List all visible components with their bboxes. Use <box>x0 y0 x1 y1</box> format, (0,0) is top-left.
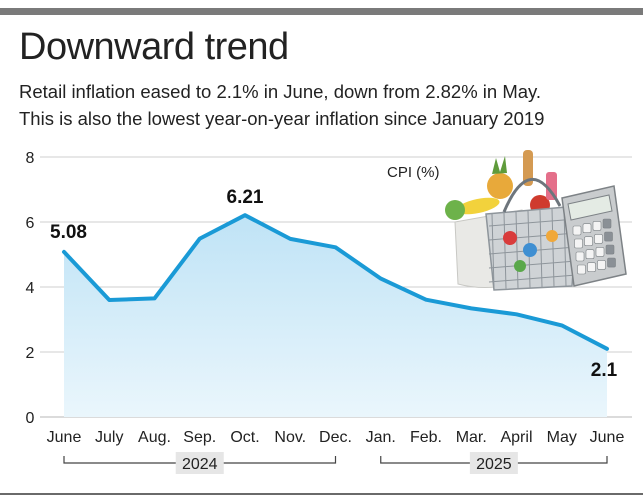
x-tick-label: Mar. <box>456 429 487 446</box>
calculator-key <box>602 218 612 229</box>
data-point <box>560 323 564 327</box>
basket-handle <box>502 177 562 213</box>
x-tick-label: May <box>547 429 577 446</box>
basket-wire <box>488 260 577 269</box>
basket-wire <box>515 211 519 289</box>
data-point <box>424 298 428 302</box>
x-tick-label: Dec. <box>319 429 352 446</box>
calculator-key <box>607 257 616 268</box>
basket-icon <box>485 177 579 291</box>
x-tick-label: Nov. <box>274 429 306 446</box>
data-point <box>379 277 383 281</box>
year-group-2025: 2025 <box>380 452 608 474</box>
calculator-key <box>605 244 615 255</box>
year-groups: 2024 2025 <box>63 452 608 474</box>
year-label-box <box>469 452 518 474</box>
area-fill <box>64 215 607 417</box>
y-tick-label: 4 <box>26 280 35 297</box>
calculator-key <box>584 236 593 246</box>
orange-icon <box>546 230 558 242</box>
x-tick-label: Jan. <box>366 429 396 446</box>
calculator-key <box>597 260 606 270</box>
apple-icon <box>503 231 517 245</box>
x-tick-label: Sep. <box>183 429 216 446</box>
bread-icon <box>523 150 533 186</box>
subtitle-line-2: This is also the lowest year-on-year inf… <box>19 108 545 129</box>
basket-wire <box>539 209 543 288</box>
data-label: 2.1 <box>591 360 618 381</box>
data-point <box>605 347 609 351</box>
calculator-key <box>604 231 613 242</box>
pineapple-icon <box>487 173 513 199</box>
y-tick-label: 2 <box>26 345 35 362</box>
calculator-key <box>585 249 595 259</box>
calculator-key <box>595 247 605 257</box>
calculator-key <box>594 234 603 244</box>
basket-wire <box>491 213 495 290</box>
calculator-key <box>582 223 592 233</box>
basket-wire <box>563 207 567 287</box>
series-label: CPI (%) <box>387 164 440 181</box>
chart-subtitle: Retail inflation eased to 2.1% in June, … <box>19 78 629 132</box>
data-point <box>107 298 111 302</box>
year-label: 2025 <box>476 456 512 473</box>
year-label-box <box>175 452 224 474</box>
data-point <box>288 237 292 241</box>
lime-icon <box>445 200 465 220</box>
x-tick-label: Oct. <box>230 429 259 446</box>
data-point <box>334 245 338 249</box>
x-axis: June July Aug. Sep. Oct. Nov. Dec. Jan. Feb. Mar.… <box>47 429 625 446</box>
bottle-icon <box>546 172 557 200</box>
bottom-rule <box>0 493 643 495</box>
pineapple-leaves-icon <box>492 156 507 174</box>
chart-title: Downward trend <box>19 26 289 68</box>
y-tick-label: 6 <box>26 215 35 232</box>
x-tick-label: Feb. <box>410 429 442 446</box>
calculator-screen <box>567 194 613 221</box>
subtitle-line-1: Retail inflation eased to 2.1% in June, … <box>19 81 542 102</box>
calculator-key <box>577 264 586 275</box>
data-point <box>243 213 247 217</box>
calculator-key <box>574 238 583 249</box>
basket-wire <box>503 212 507 289</box>
y-axis: 0 2 4 6 8 <box>26 150 35 427</box>
y-tick-label: 8 <box>26 150 35 167</box>
data-label: 5.08 <box>50 222 87 243</box>
grocery-basket-calculator-illustration <box>445 150 627 291</box>
data-point <box>62 250 66 254</box>
calculator-icon <box>561 185 627 287</box>
data-label: 6.21 <box>227 187 264 208</box>
x-tick-label: July <box>95 429 123 446</box>
data-labels: 5.08 6.21 2.1 <box>50 187 618 381</box>
year-group-2024: 2024 <box>63 452 337 474</box>
x-tick-label: Aug. <box>138 429 171 446</box>
can-icon <box>523 243 537 257</box>
y-tick-label: 0 <box>26 410 35 427</box>
x-tick-label: June <box>590 429 625 446</box>
vegetable-icon <box>514 260 526 272</box>
cpi-line <box>62 213 609 351</box>
basket-wire <box>488 274 577 283</box>
calculator-key <box>572 225 582 236</box>
basket-wire <box>488 218 577 227</box>
banana-icon <box>456 197 500 215</box>
data-point <box>198 237 202 241</box>
data-point <box>515 312 519 316</box>
year-label: 2024 <box>182 456 218 473</box>
calculator-key <box>592 221 602 231</box>
basket-wire <box>551 208 555 287</box>
data-point <box>469 306 473 310</box>
top-rule <box>0 8 643 15</box>
data-point <box>153 296 157 300</box>
calculator-key <box>575 251 585 262</box>
calculator-key <box>587 262 596 273</box>
x-tick-label: June <box>47 429 82 446</box>
x-tick-label: April <box>500 429 532 446</box>
